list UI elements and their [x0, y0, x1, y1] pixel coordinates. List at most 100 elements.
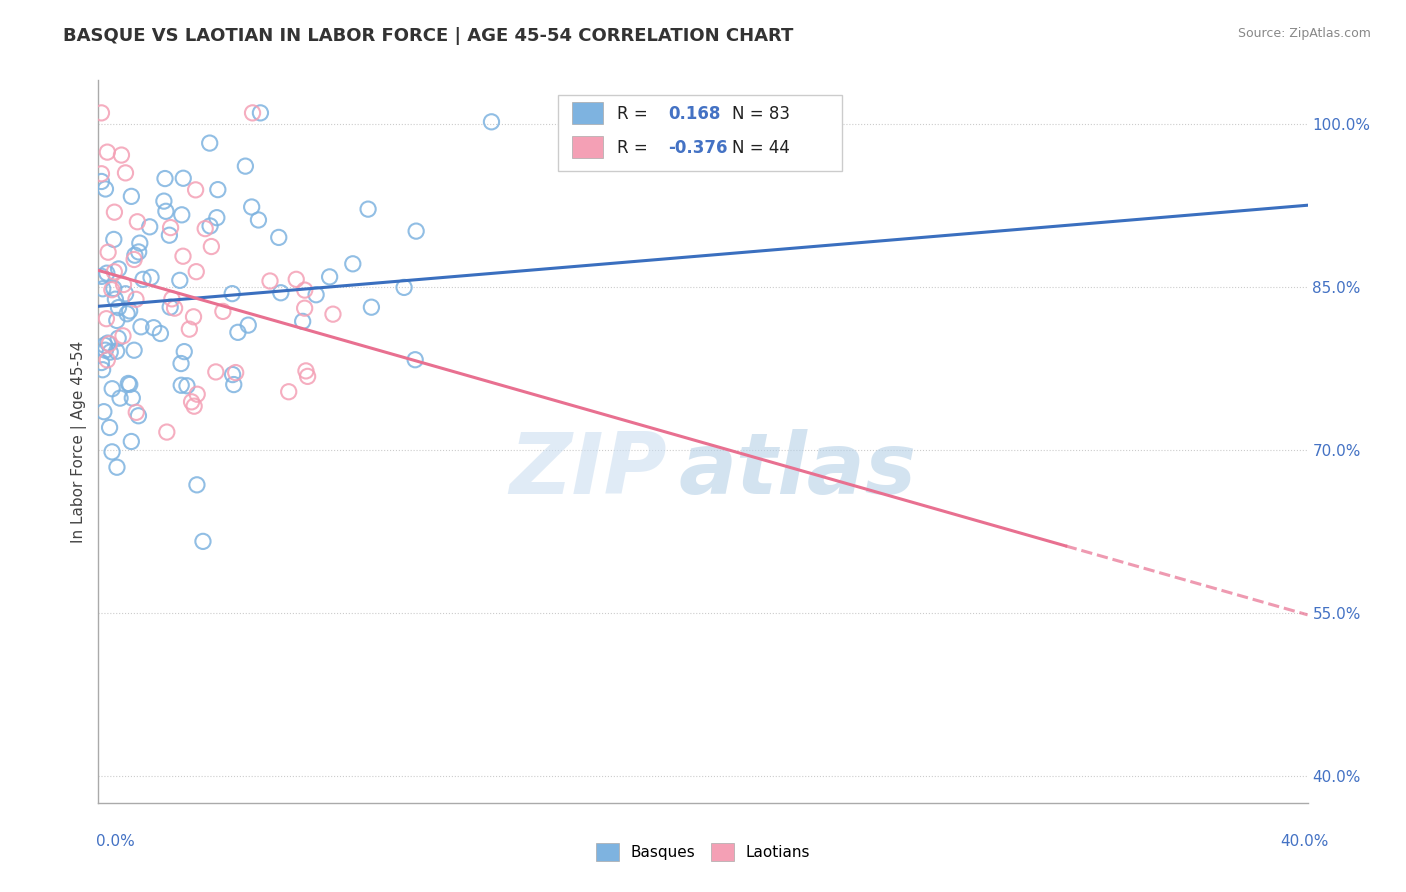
Point [138, 219, 160, 234]
Point [103, 205, 125, 219]
Text: atlas: atlas [679, 429, 917, 512]
Point [93, 338, 115, 352]
Point [90, 355, 112, 369]
Point [96, 266, 118, 280]
Point [186, 387, 208, 401]
Point [207, 183, 229, 197]
Point [259, 274, 281, 288]
Point [104, 292, 127, 306]
Point [242, 106, 264, 120]
Point [101, 382, 124, 396]
Point [291, 314, 314, 328]
Point [98, 345, 121, 359]
Point [124, 248, 146, 262]
Point [322, 307, 344, 321]
Point [179, 322, 201, 336]
Point [122, 343, 145, 358]
Point [270, 285, 292, 300]
Point [318, 269, 340, 284]
Point [221, 286, 243, 301]
Y-axis label: In Labor Force | Age 45-54: In Labor Force | Age 45-54 [72, 341, 87, 542]
Point [128, 244, 150, 259]
Point [90, 174, 112, 188]
Point [132, 272, 155, 286]
Point [114, 286, 136, 301]
Point [173, 344, 195, 359]
Point [169, 273, 191, 287]
Point [121, 391, 143, 405]
Point [170, 378, 193, 392]
Text: N = 44: N = 44 [733, 139, 790, 157]
Point [93, 405, 115, 419]
Point [101, 283, 124, 297]
Point [157, 228, 180, 243]
Point [125, 405, 148, 419]
Text: N = 83: N = 83 [733, 105, 790, 123]
Point [172, 249, 194, 263]
Point [112, 277, 135, 292]
Point [247, 213, 270, 227]
Point [98, 336, 121, 351]
Point [297, 369, 319, 384]
Point [225, 366, 247, 380]
Point [90, 106, 112, 120]
Point [105, 344, 128, 359]
Point [155, 204, 177, 219]
Point [305, 287, 328, 301]
Text: 40.0%: 40.0% [1281, 834, 1329, 849]
FancyBboxPatch shape [558, 95, 842, 170]
Point [105, 313, 128, 327]
Point [156, 425, 179, 439]
Point [238, 318, 260, 332]
Point [127, 409, 149, 423]
Point [96, 145, 118, 160]
Text: 0.0%: 0.0% [96, 834, 135, 849]
Point [101, 445, 124, 459]
Point [159, 220, 181, 235]
Text: R =: R = [617, 139, 654, 157]
Point [108, 391, 131, 405]
Point [249, 106, 271, 120]
Point [103, 265, 125, 279]
Text: 0.168: 0.168 [668, 105, 720, 123]
FancyBboxPatch shape [572, 102, 603, 124]
Point [405, 224, 427, 238]
Point [103, 281, 125, 295]
Point [205, 211, 228, 225]
Point [212, 304, 235, 318]
Text: -0.376: -0.376 [668, 139, 727, 157]
Point [159, 300, 181, 314]
Point [128, 236, 150, 251]
Point [107, 261, 129, 276]
Point [183, 399, 205, 413]
Text: R =: R = [617, 105, 654, 123]
Point [294, 301, 316, 315]
Point [94, 343, 117, 358]
Point [357, 202, 380, 216]
Point [176, 378, 198, 392]
Point [127, 215, 149, 229]
Point [163, 301, 186, 315]
Point [191, 534, 214, 549]
Text: Source: ZipAtlas.com: Source: ZipAtlas.com [1237, 27, 1371, 40]
Point [170, 357, 193, 371]
Point [295, 364, 318, 378]
Point [294, 283, 316, 297]
Point [240, 200, 263, 214]
Point [200, 239, 222, 253]
Point [180, 394, 202, 409]
Point [110, 148, 132, 162]
Point [184, 183, 207, 197]
FancyBboxPatch shape [572, 136, 603, 158]
Point [360, 300, 382, 314]
Point [392, 280, 415, 294]
Point [170, 208, 193, 222]
Point [97, 245, 120, 260]
Point [186, 265, 208, 279]
Point [153, 194, 176, 208]
Point [96, 353, 118, 368]
Point [107, 301, 129, 315]
Text: BASQUE VS LAOTIAN IN LABOR FORCE | AGE 45-54 CORRELATION CHART: BASQUE VS LAOTIAN IN LABOR FORCE | AGE 4… [63, 27, 793, 45]
Point [160, 292, 183, 306]
Point [90, 167, 112, 181]
